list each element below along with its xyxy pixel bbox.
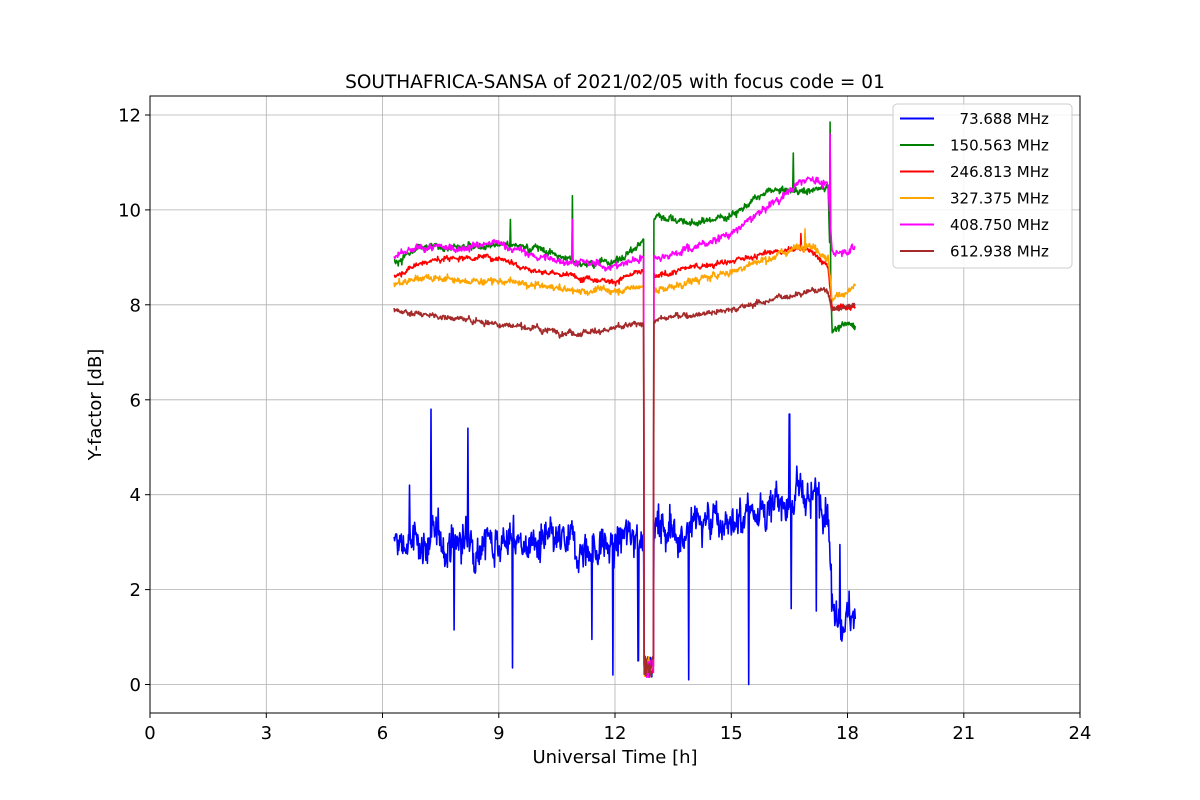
- x-tick-label: 6: [377, 723, 388, 744]
- y-tick-label: 8: [130, 295, 141, 316]
- series-line-0: [393, 408, 857, 686]
- series-line-5: [393, 286, 856, 678]
- y-tick-label: 2: [130, 580, 141, 601]
- legend-label: 327.375 MHz: [950, 190, 1049, 208]
- legend: 73.688 MHz 150.563 MHz 246.813 MHz 327.375 …: [892, 103, 1073, 269]
- x-tick-label: 0: [144, 723, 155, 744]
- series-line-3: [393, 228, 857, 678]
- legend-label: 246.813 MHz: [950, 163, 1049, 181]
- legend-box: [892, 103, 1073, 269]
- legend-label: 408.750 MHz: [950, 216, 1049, 234]
- y-axis-label: Y-factor [dB]: [85, 349, 106, 462]
- x-tick-label: 24: [1069, 723, 1092, 744]
- x-tick-label: 18: [836, 723, 859, 744]
- x-tick-label: 3: [261, 723, 272, 744]
- y-tick-label: 6: [130, 390, 141, 411]
- x-axis-label: Universal Time [h]: [532, 747, 697, 768]
- legend-label: 612.938 MHz: [950, 243, 1049, 261]
- x-tick-label: 12: [604, 723, 627, 744]
- x-tick-label: 21: [952, 723, 975, 744]
- plot-series: [393, 121, 857, 686]
- legend-label: 73.688 MHz: [950, 110, 1049, 128]
- x-tick-label: 15: [720, 723, 743, 744]
- y-tick-label: 10: [118, 200, 141, 221]
- series-line-4: [393, 133, 856, 678]
- y-tick-label: 4: [130, 485, 141, 506]
- y-tick-label: 12: [118, 106, 141, 127]
- chart-title: SOUTHAFRICA-SANSA of 2021/02/05 with foc…: [345, 72, 885, 93]
- y-tick-label: 0: [130, 675, 141, 696]
- x-tick-label: 9: [493, 723, 504, 744]
- legend-label: 150.563 MHz: [950, 137, 1049, 155]
